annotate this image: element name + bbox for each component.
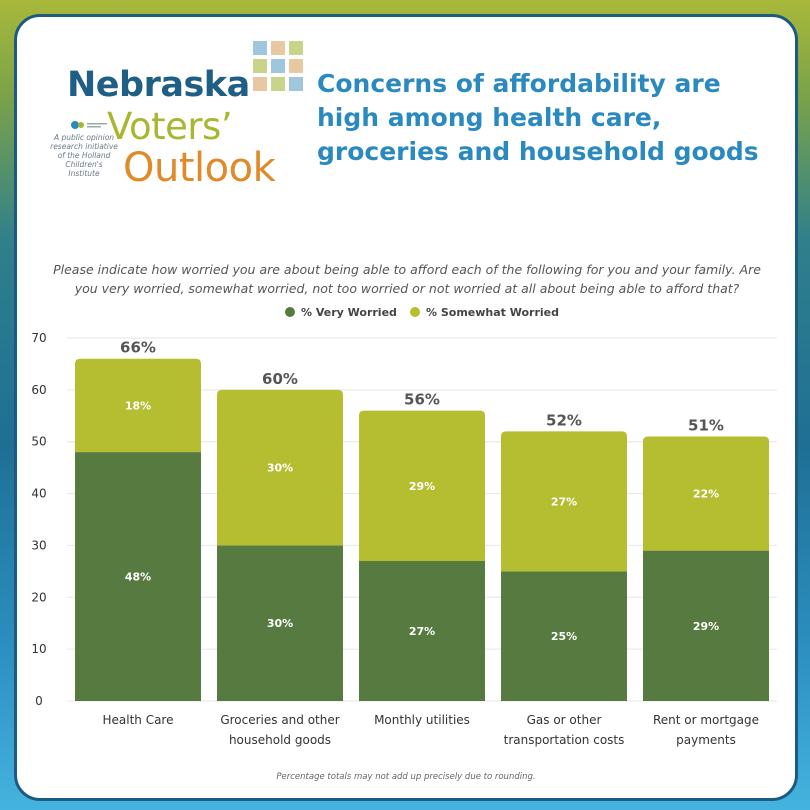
bar-segment-somewhat-worried	[359, 410, 485, 561]
y-tick-label: 50	[31, 435, 46, 449]
category-label: Rent or mortgage	[653, 713, 759, 727]
segment-data-label: 22%	[693, 488, 719, 501]
y-tick-label: 30	[31, 538, 46, 552]
logo-line-1: Nebraska	[67, 65, 250, 105]
y-tick-label: 0	[35, 694, 43, 708]
category-label: Monthly utilities	[374, 713, 470, 727]
logo: Nebraska Voters’ Outlook A public opinio…	[50, 39, 313, 209]
survey-question: Please indicate how worried you are abou…	[53, 262, 761, 296]
bar-segment-somewhat-worried	[217, 389, 343, 546]
category-label: transportation costs	[504, 733, 625, 747]
y-tick-label: 70	[31, 331, 46, 345]
segment-data-label: 27%	[551, 495, 577, 508]
bar-segment-very-worried	[359, 560, 485, 701]
total-label: 66%	[120, 339, 156, 357]
y-tick-label: 40	[31, 487, 46, 501]
card: Nebraska Voters’ Outlook A public opinio…	[14, 14, 798, 801]
segment-data-label: 29%	[693, 620, 719, 633]
segment-data-label: 48%	[125, 571, 151, 584]
legend-swatch-somewhat-worried	[410, 307, 420, 317]
total-label: 56%	[404, 391, 440, 409]
logo-line-3: Outlook	[123, 145, 276, 191]
total-label: 51%	[688, 417, 724, 435]
segment-data-label: 27%	[409, 625, 435, 638]
y-tick-label: 10	[31, 642, 46, 656]
segment-data-label: 25%	[551, 630, 577, 643]
logo-line-2: Voters’	[107, 105, 233, 148]
bar-segment-very-worried	[501, 571, 627, 701]
stacked-bar-chart: 0 10 20 30 40 50 60 70 % Very Worried % Somewhat …	[31, 306, 777, 747]
bar-segment-very-worried	[75, 452, 201, 701]
legend-label-very-worried: % Very Worried	[301, 306, 397, 319]
bar-segment-somewhat-worried	[501, 431, 627, 572]
legend-swatch-very-worried	[285, 307, 295, 317]
category-label: Groceries and other	[220, 713, 339, 727]
bar-segment-somewhat-worried	[75, 358, 201, 453]
bar-segment-somewhat-worried	[643, 436, 769, 551]
category-label: household goods	[229, 733, 331, 747]
total-label: 52%	[546, 411, 582, 429]
logo-tagline: A public opinion research initiative of …	[50, 133, 118, 178]
category-label: Gas or other	[527, 713, 602, 727]
segment-data-label: 29%	[409, 480, 435, 493]
logo-grid-icon	[253, 41, 303, 91]
total-label: 60%	[262, 370, 298, 388]
footnote: Percentage totals may not add up precise…	[276, 772, 536, 782]
institute-mini-logo-icon	[71, 121, 107, 129]
bar-segment-very-worried	[217, 545, 343, 701]
bar-segment-very-worried	[643, 550, 769, 701]
category-label: Health Care	[102, 713, 173, 727]
legend-label-somewhat-worried: % Somewhat Worried	[426, 306, 559, 319]
segment-data-label: 30%	[267, 462, 293, 475]
segment-data-label: 18%	[125, 399, 151, 412]
category-label: payments	[676, 733, 736, 747]
headline: Concerns of affordability are high among…	[317, 69, 759, 166]
y-tick-label: 60	[31, 383, 46, 397]
y-tick-label: 20	[31, 590, 46, 604]
segment-data-label: 30%	[267, 617, 293, 630]
